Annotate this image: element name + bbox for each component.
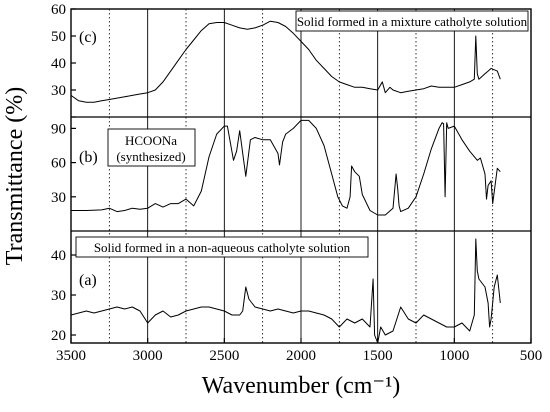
y-tick-label: 60 bbox=[51, 2, 66, 18]
x-tick-label: 3500 bbox=[56, 348, 86, 364]
annotation-text: (synthesized) bbox=[116, 149, 185, 164]
x-tick-label: 1000 bbox=[439, 348, 469, 364]
annotation-box bbox=[75, 236, 369, 258]
x-tick-label: 3000 bbox=[133, 348, 163, 364]
panel-a: 20 30 40 (a) Solid formed in a non-aqueous c… bbox=[51, 230, 531, 344]
x-tick-label: 500 bbox=[520, 348, 543, 364]
y-tick-label: 50 bbox=[51, 29, 66, 45]
y-axis-title: Transmittance (%) bbox=[2, 87, 28, 265]
panel-b: 30 60 90 (b) HCOONa(synthesized) bbox=[51, 116, 531, 216]
panel-label-a: (a) bbox=[79, 272, 97, 289]
x-tick-label: 2000 bbox=[286, 348, 316, 364]
panel-label-c: (c) bbox=[79, 29, 97, 46]
y-tick-label: 30 bbox=[51, 83, 66, 99]
x-axis-title: Wavenumber (cm⁻¹) bbox=[202, 373, 401, 399]
spectrum-line-a bbox=[70, 238, 501, 344]
y-tick-label: 90 bbox=[51, 121, 66, 137]
y-tick-label: 60 bbox=[51, 156, 66, 172]
annotation-text: Solid formed in a mixture catholyte solu… bbox=[297, 14, 528, 29]
spectrum-line-b bbox=[71, 119, 501, 216]
x-axis: 3500 3000 2500 2000 1500 1000 500 bbox=[56, 338, 542, 364]
panel-label-b: (b) bbox=[79, 149, 98, 166]
x-tick-label: 2500 bbox=[209, 348, 239, 364]
y-tick-label: 30 bbox=[51, 288, 66, 304]
annotation-text: HCOONa bbox=[125, 133, 177, 148]
annotation-box bbox=[295, 10, 529, 32]
y-tick-label: 20 bbox=[51, 328, 66, 344]
annotation-box bbox=[107, 128, 196, 167]
y-tick-label: 40 bbox=[51, 56, 66, 72]
spectra-panels: 30 40 50 60 (c) Solid formed in a mixture cat… bbox=[51, 2, 531, 344]
spectrum-line-c bbox=[70, 20, 501, 103]
y-tick-label: 40 bbox=[51, 248, 66, 264]
wavenumber-gridlines bbox=[108, 9, 494, 343]
annotation-text: Solid formed in a non-aqueous catholyte … bbox=[94, 240, 351, 255]
panel-c: 30 40 50 60 (c) Solid formed in a mixture cat… bbox=[51, 2, 529, 118]
x-tick-label: 1500 bbox=[363, 348, 393, 364]
y-tick-label: 30 bbox=[51, 190, 66, 206]
